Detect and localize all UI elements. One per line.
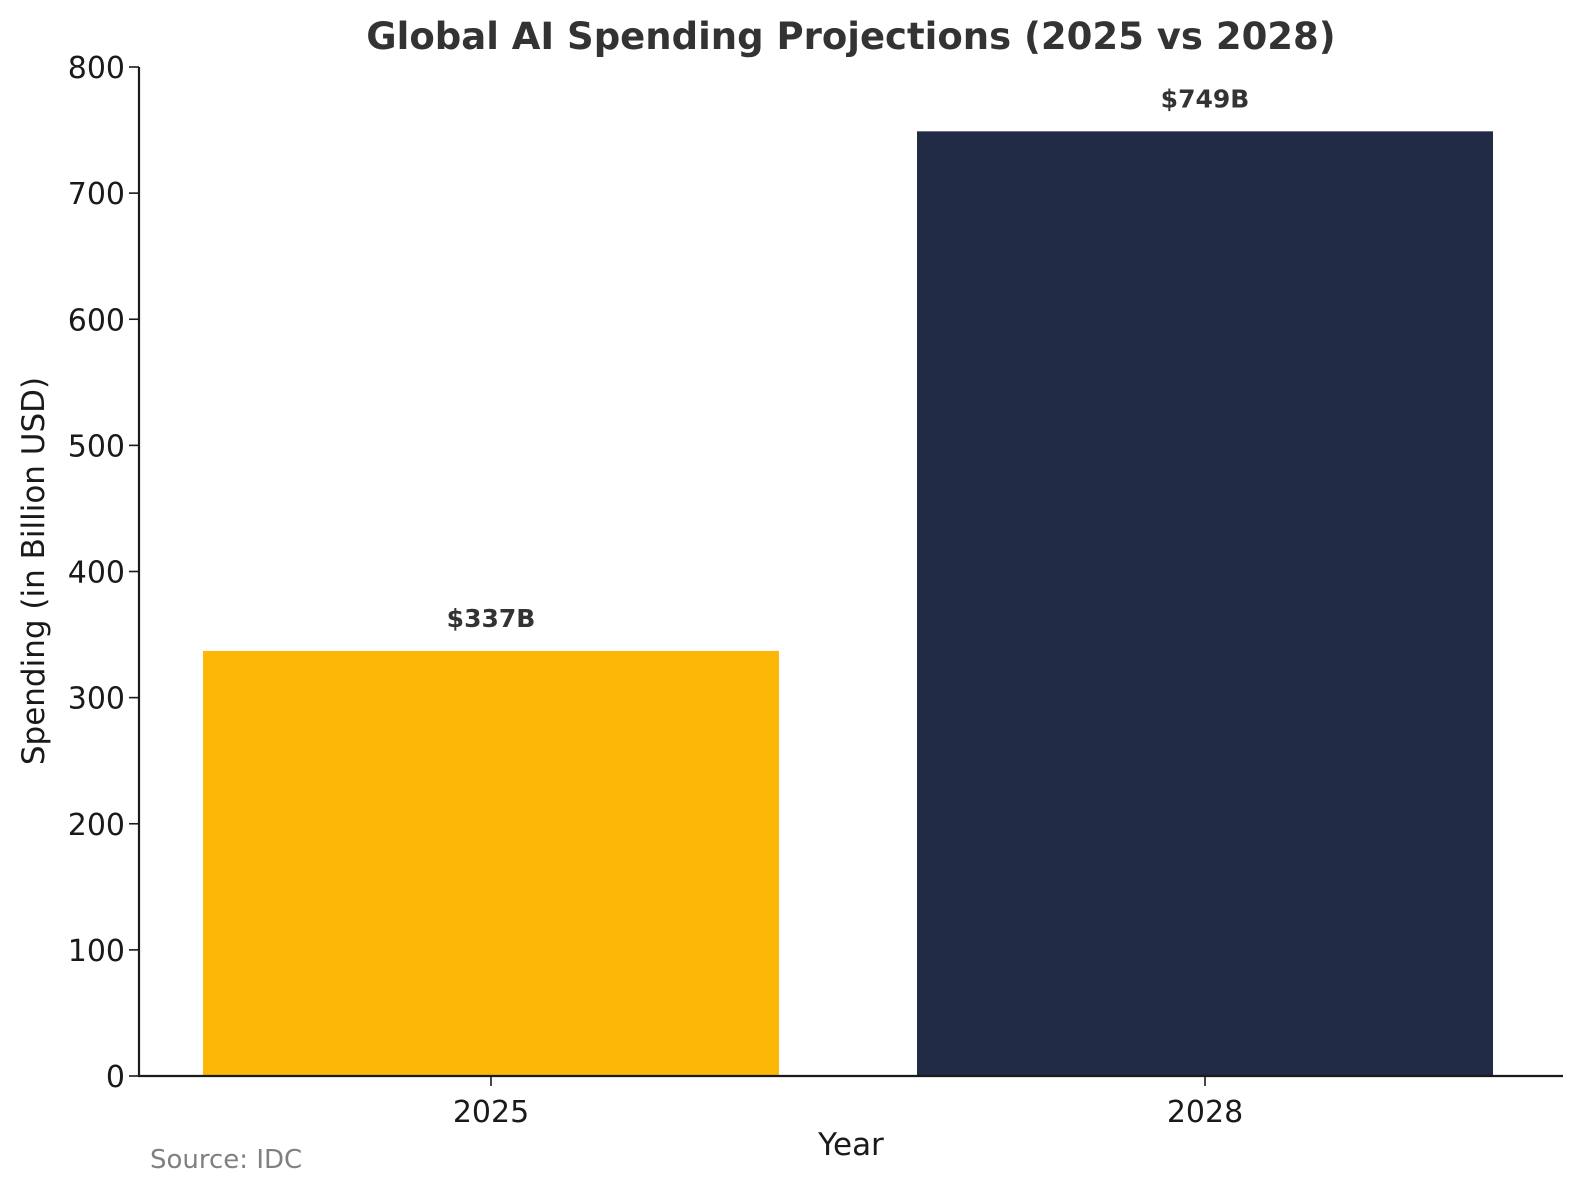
y-tick-label-300: 300 (68, 682, 125, 717)
x-tick-label-2025: 2025 (453, 1095, 529, 1130)
y-tick-label-800: 800 (68, 51, 125, 86)
data-label-2025: $337B (447, 604, 536, 633)
x-axis-label: Year (817, 1127, 884, 1163)
data-labels-layer: $337B $749B (447, 84, 1250, 633)
y-tick-label-0: 0 (106, 1060, 125, 1095)
y-tick-label-700: 700 (68, 177, 125, 212)
bar-2025 (203, 650, 779, 1076)
y-tick-label-200: 200 (68, 808, 125, 843)
y-ticks-layer: 0 100 200 300 400 500 600 700 800 (68, 51, 139, 1095)
y-tick-label-100: 100 (68, 934, 125, 969)
source-note: Source: IDC (150, 1145, 302, 1175)
y-axis-label: Spending (in Billion USD) (16, 377, 52, 765)
bars-layer (203, 131, 1493, 1077)
chart-title: Global AI Spending Projections (2025 vs … (366, 15, 1335, 58)
bar-2028 (917, 131, 1493, 1077)
x-ticks-layer: 2025 2028 (453, 1076, 1243, 1130)
data-label-2028: $749B (1161, 84, 1250, 113)
x-tick-label-2028: 2028 (1167, 1095, 1243, 1130)
y-tick-label-600: 600 (68, 303, 125, 338)
y-tick-label-400: 400 (68, 556, 125, 591)
y-tick-label-500: 500 (68, 429, 125, 464)
